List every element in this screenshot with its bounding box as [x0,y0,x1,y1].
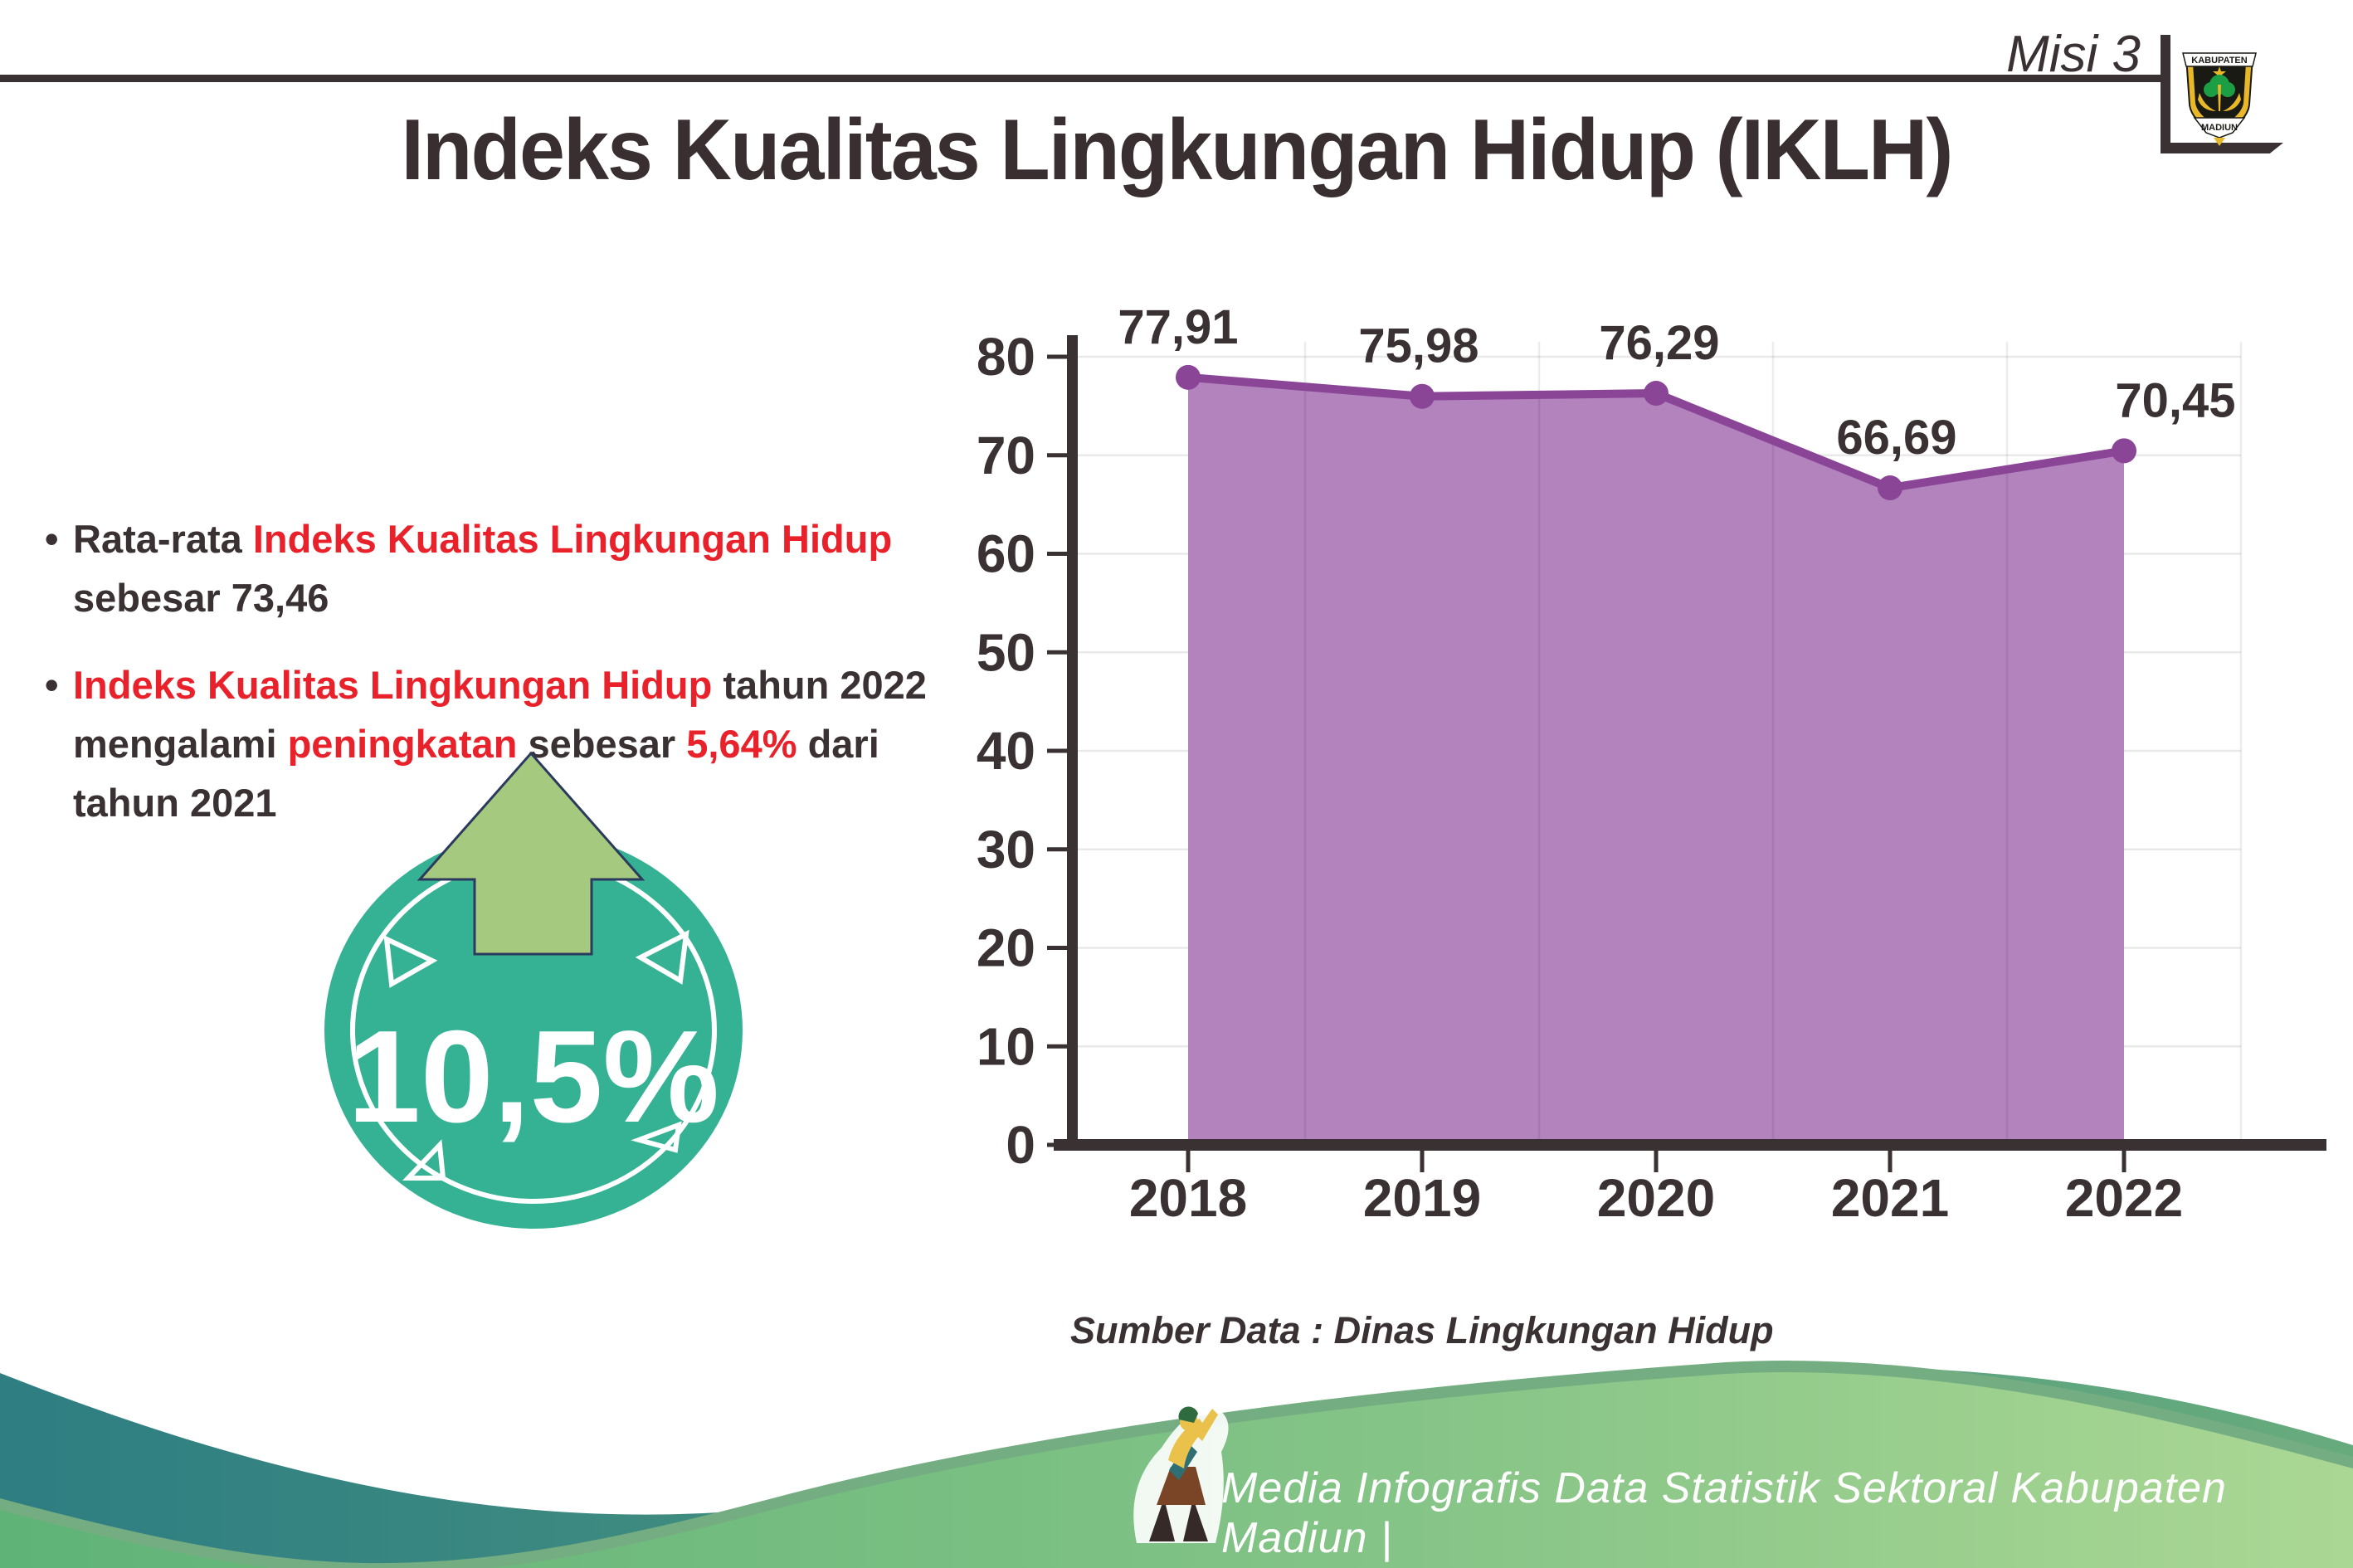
bullet-2-text-1: tahun 2022 [712,663,927,707]
y-tick [1047,946,1072,950]
logo-top-text: KABUPATEN [2191,56,2247,66]
y-tick [1047,748,1072,753]
y-tick [1047,453,1072,458]
y-tick [1047,1044,1072,1049]
y-tick-label: 0 [1006,1115,1035,1175]
logo-frame-vertical-bar [2161,35,2170,153]
x-tick-label: 2018 [1129,1168,1247,1228]
data-point-marker [1410,383,1435,409]
bullet-2-text-2: mengalami [73,722,288,766]
y-tick-label: 10 [977,1016,1035,1076]
footer-credit: Media Infografis Data Statistik Sektoral… [1221,1464,2227,1562]
x-tick-label: 2022 [2065,1168,2183,1228]
source-note: Sumber Data : Dinas Lingkungan Hidup [1070,1309,1774,1351]
badge-ring [350,857,717,1204]
logo-top-ribbon [2182,52,2257,67]
bullet-2-text-3: sebesar [517,722,687,766]
y-tick-label: 20 [977,918,1035,978]
data-point-marker [1176,364,1201,390]
badge-value: 10,5% [348,1004,719,1150]
data-point-label: 75,98 [1358,319,1479,373]
bullet-2-highlight-3: 5,64% [686,722,797,766]
bullet-2-text-4: dari [797,722,879,766]
y-tick [1047,1142,1072,1147]
badge-sparkles [383,929,689,1181]
bullet-1-highlight: Indeks Kualitas Lingkungan Hidup [252,517,893,561]
x-tick [1654,1151,1659,1172]
header-rule [0,75,2161,82]
x-tick-label: 2021 [1831,1168,1949,1228]
bullet-2-text-5: tahun 2021 [73,781,277,825]
badge-circle [324,832,743,1229]
data-point-marker [2112,438,2136,464]
y-tick-label: 70 [977,426,1035,485]
bullet-iklh-2022: Indeks Kualitas Lingkungan Hidup tahun 2… [45,655,1011,832]
y-axis-line [1067,335,1078,1151]
x-tick [2122,1151,2126,1172]
y-tick [1047,650,1072,655]
x-axis-line [1054,1139,2326,1151]
bullet-1-text-2: sebesar 73,46 [73,576,329,620]
misi-label: Misi 3 [2006,26,2141,83]
y-tick [1047,552,1072,556]
bullet-1-text: Rata-rata [73,517,253,561]
bullet-2-highlight-1: Indeks Kualitas Lingkungan Hidup [73,663,713,707]
data-point-marker [1878,475,1902,501]
data-point-label: 76,29 [1599,316,1719,370]
y-tick [1047,354,1072,359]
series-line [1184,373,2128,493]
x-tick [1186,1151,1191,1172]
bullet-average-iklh: Rata-rata Indeks Kualitas Lingkungan Hid… [45,509,1011,627]
y-tick-label: 80 [977,327,1035,387]
data-point-label: 77,91 [1118,300,1238,354]
x-tick-label: 2020 [1597,1168,1715,1228]
x-tick [1888,1151,1893,1172]
area-fill [1188,377,2124,1146]
data-point-marker [1644,381,1669,407]
x-tick-label: 2019 [1363,1168,1481,1228]
data-point-label: 66,69 [1836,411,1956,465]
mascot-icon [1133,1406,1229,1543]
data-point-label: 70,45 [2115,373,2235,427]
bullet-2-highlight-2: peningkatan [287,722,518,766]
logo-frame-bottom-bar [2161,143,2283,153]
logo-star-icon [2213,66,2226,80]
y-tick [1047,847,1072,852]
x-tick [1420,1151,1425,1172]
page-title: Indeks Kualitas Lingkungan Hidup (IKLH) [401,102,1953,198]
